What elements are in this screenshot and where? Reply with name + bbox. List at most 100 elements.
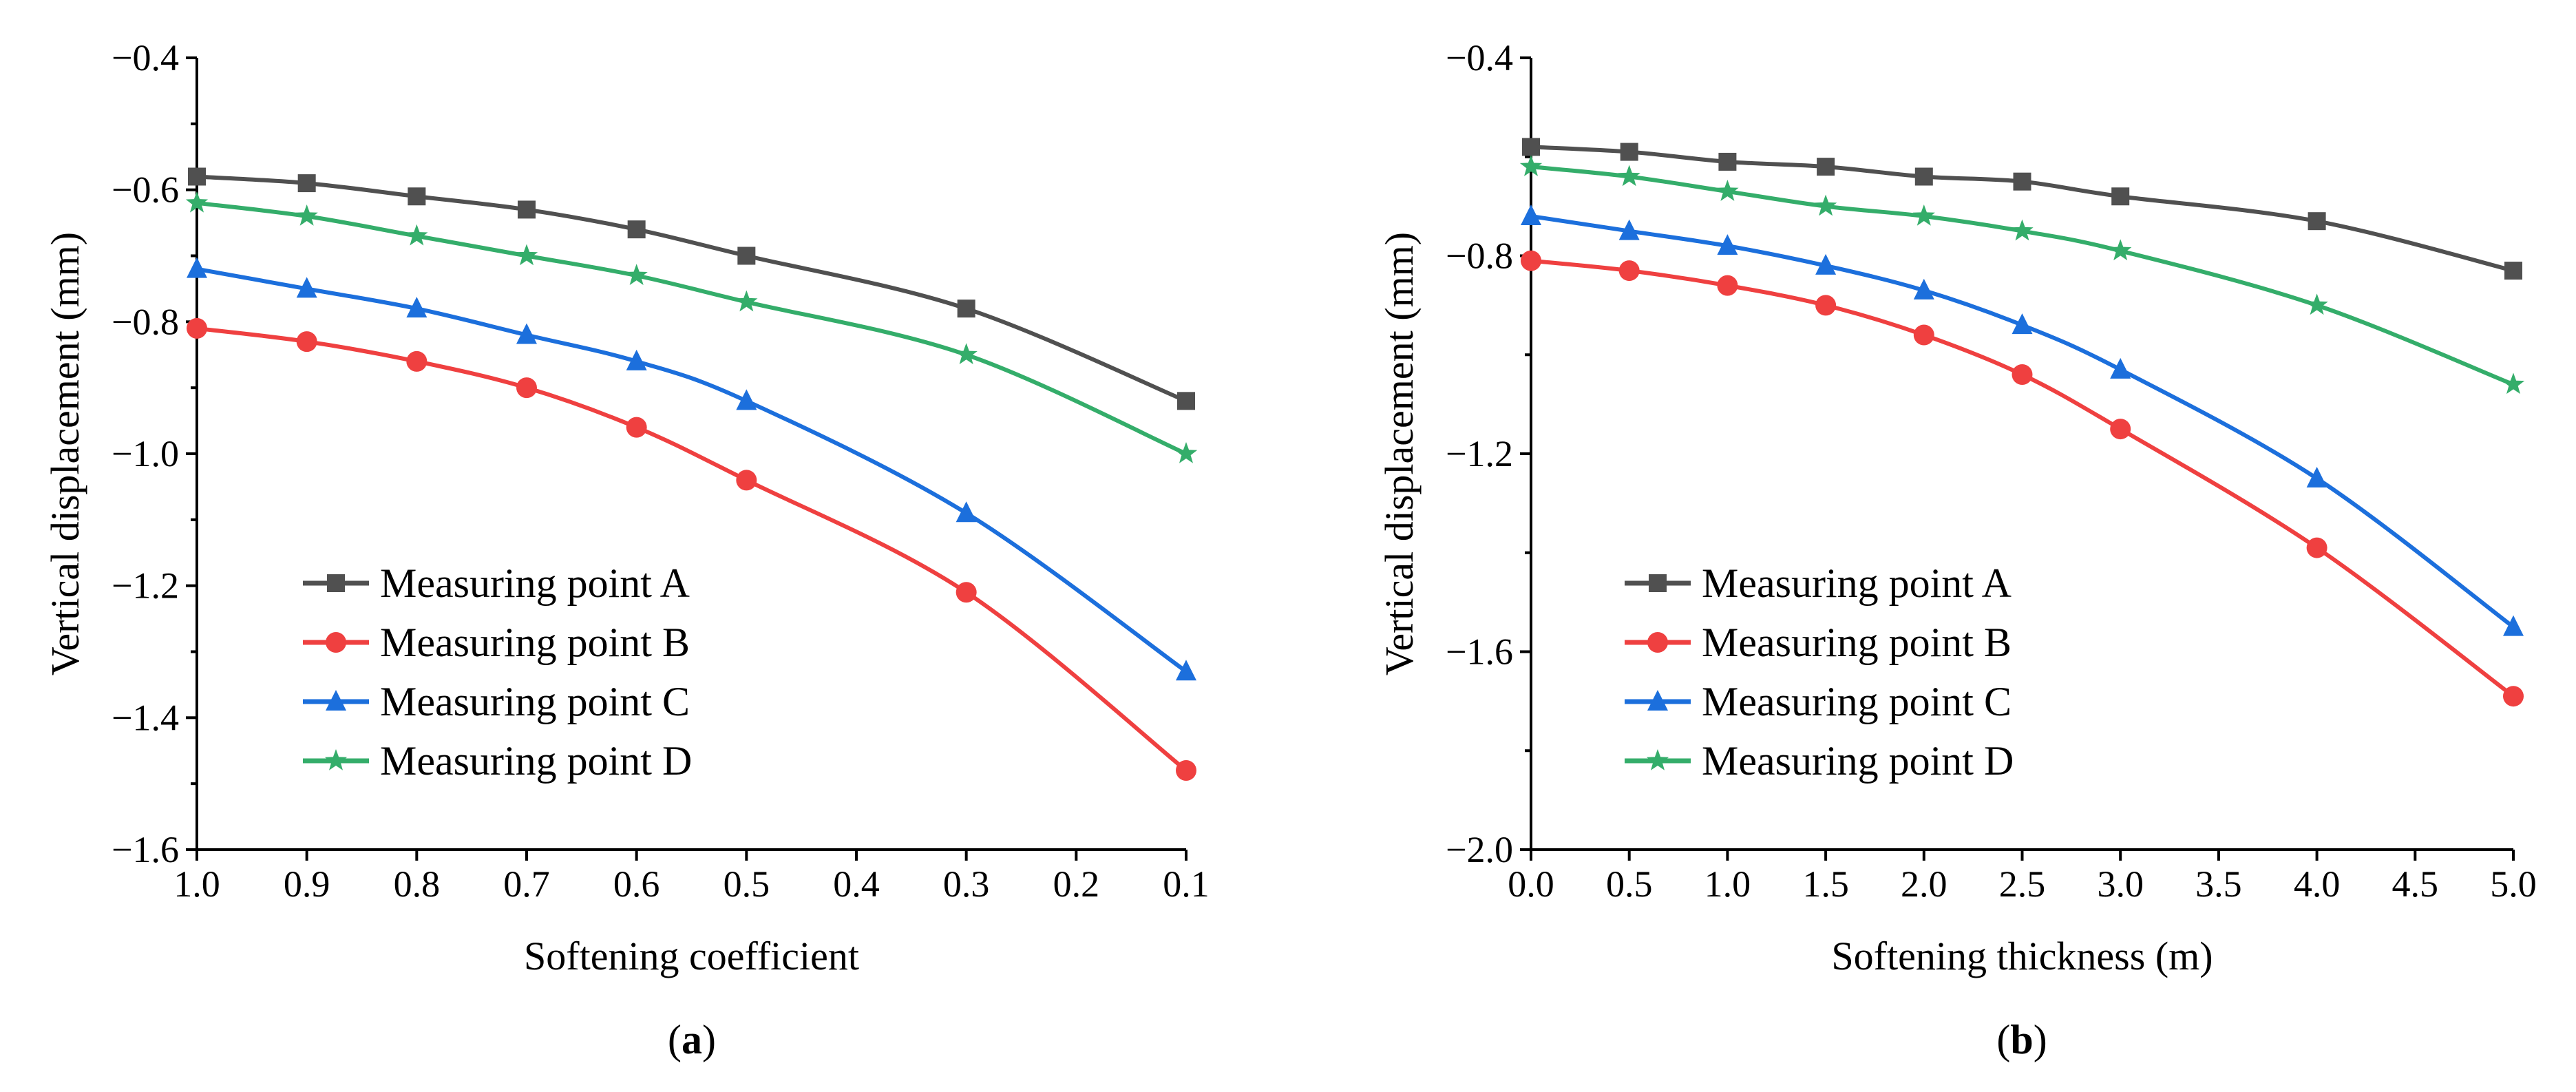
data-point (2012, 364, 2033, 385)
data-point (1718, 152, 1737, 171)
series-line (196, 266, 1187, 673)
data-point (1815, 253, 1837, 275)
x-tick-label: 1.0 (173, 863, 220, 905)
x-tick-label: 4.5 (2392, 863, 2439, 905)
data-point (1521, 250, 1541, 271)
panel-letter: a (682, 1017, 702, 1062)
legend-item: Measuring point C (303, 679, 690, 724)
x-tick-label: 0.2 (1053, 863, 1100, 905)
data-point (408, 187, 426, 206)
legend-label: Measuring point B (1702, 620, 2012, 665)
data-point (1914, 167, 1933, 186)
x-tick-label: 2.5 (1999, 863, 2046, 905)
data-point (736, 389, 757, 410)
x-tick-label: 0.5 (1606, 863, 1653, 905)
series-C (187, 257, 1196, 681)
legend-marker (326, 632, 346, 653)
data-point (2111, 187, 2130, 206)
legend-item: Measuring point A (303, 560, 690, 606)
x-tick-label: 5.0 (2490, 863, 2537, 905)
y-tick-label: −1.4 (112, 697, 179, 738)
x-tick-label: 3.0 (2097, 863, 2144, 905)
panel-label: (b) (1996, 1017, 2047, 1062)
series-B (1521, 250, 2524, 707)
data-point (406, 297, 427, 318)
data-point (1176, 660, 1196, 681)
data-point (957, 300, 975, 318)
data-point (956, 582, 977, 603)
data-point (2502, 372, 2525, 395)
legend-item: Measuring point B (303, 620, 690, 665)
legend-label: Measuring point D (380, 738, 692, 784)
y-tick-label: −0.4 (112, 37, 179, 78)
data-point (626, 349, 647, 370)
data-point (955, 343, 978, 365)
legend-item: Measuring point B (1625, 620, 2012, 665)
y-tick-label: −1.2 (1446, 433, 1513, 474)
data-point (516, 377, 537, 399)
data-point (2306, 466, 2327, 487)
data-point (1912, 204, 1935, 226)
data-point (405, 224, 428, 246)
x-tick-label: 3.5 (2195, 863, 2242, 905)
x-axis-label: Softening thickness (m) (1831, 934, 2213, 978)
y-axis-label: Vertical displacement (mm) (1377, 232, 1422, 675)
data-point (1913, 278, 1934, 300)
data-point (2503, 615, 2524, 636)
data-point (2110, 419, 2131, 440)
data-point (1814, 194, 1837, 216)
y-tick-label: −1.6 (1446, 631, 1513, 673)
legend-marker (1646, 749, 1669, 770)
x-tick-label: 0.4 (833, 863, 880, 905)
data-point (1716, 180, 1739, 201)
legend-label: Measuring point D (1702, 738, 2014, 784)
y-tick-label: −0.8 (1446, 235, 1513, 277)
data-point (187, 257, 207, 278)
legend-item: Measuring point A (1625, 560, 2012, 606)
y-tick-label: −0.4 (1446, 37, 1513, 78)
x-tick-label: 0.9 (284, 863, 330, 905)
data-point (1717, 234, 1738, 255)
y-tick-label: −1.6 (112, 829, 179, 870)
legend-item: Measuring point C (1625, 679, 2012, 724)
data-point (1521, 204, 1541, 225)
legend-marker (324, 749, 348, 770)
data-point (297, 174, 316, 193)
series-line (196, 326, 1187, 773)
data-point (187, 317, 207, 339)
y-tick-label: −0.6 (112, 169, 179, 211)
data-point (627, 220, 646, 239)
data-point (518, 200, 536, 219)
data-point (1519, 155, 1543, 176)
legend-item: Measuring point D (1625, 738, 2014, 784)
data-point (1913, 324, 1934, 346)
x-tick-label: 0.6 (613, 863, 660, 905)
series-A (188, 167, 1195, 410)
data-point (296, 331, 317, 353)
legend-marker (327, 574, 345, 592)
x-tick-label: 4.0 (2294, 863, 2341, 905)
data-point (1618, 165, 1640, 187)
data-point (296, 277, 317, 298)
series-B (187, 317, 1196, 781)
x-tick-label: 0.7 (503, 863, 550, 905)
legend-label: Measuring point C (1702, 679, 2012, 724)
data-point (295, 204, 318, 226)
legend-marker (1649, 574, 1667, 592)
data-point (2504, 262, 2522, 280)
x-tick-label: 0.8 (394, 863, 441, 905)
chart-panel-a: 1.0 0.9 0.8 0.7 0.6 0.5 0.4 0.3 0.2 0.1 −1.6 −1.4 −1… (43, 37, 1210, 1062)
legend-label: Measuring point A (1702, 560, 2012, 606)
data-point (737, 246, 756, 265)
data-point (2308, 212, 2326, 231)
legend-item: Measuring point D (303, 738, 692, 784)
y-tick-label: −0.8 (112, 301, 179, 342)
y-tick-label: −1.0 (112, 433, 179, 474)
data-point (1522, 138, 1540, 156)
chart-panel-b: 0.0 0.5 1.0 1.5 2.0 2.5 3.0 3.5 4.0 4.5 5.0 −2.0 −1.… (1377, 37, 2537, 1062)
x-tick-label: 0.3 (943, 863, 990, 905)
data-point (1177, 392, 1195, 410)
data-point (185, 191, 209, 213)
data-point (956, 501, 977, 523)
